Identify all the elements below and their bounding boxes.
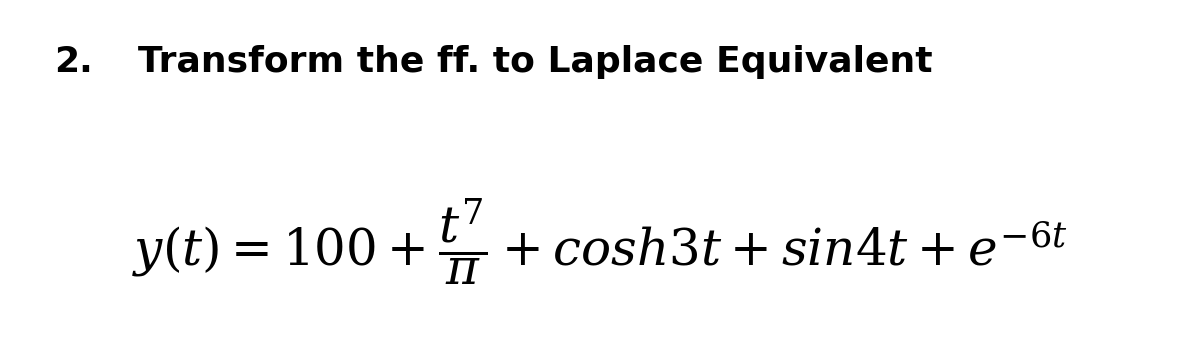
- Text: $y(t) = 100 + \dfrac{t^7}{\pi} + cosh3t + sin4t + e^{-6t}$: $y(t) = 100 + \dfrac{t^7}{\pi} + cosh3t …: [132, 196, 1068, 287]
- Text: Transform the ff. to Laplace Equivalent: Transform the ff. to Laplace Equivalent: [138, 45, 932, 79]
- Text: 2.: 2.: [54, 45, 92, 79]
